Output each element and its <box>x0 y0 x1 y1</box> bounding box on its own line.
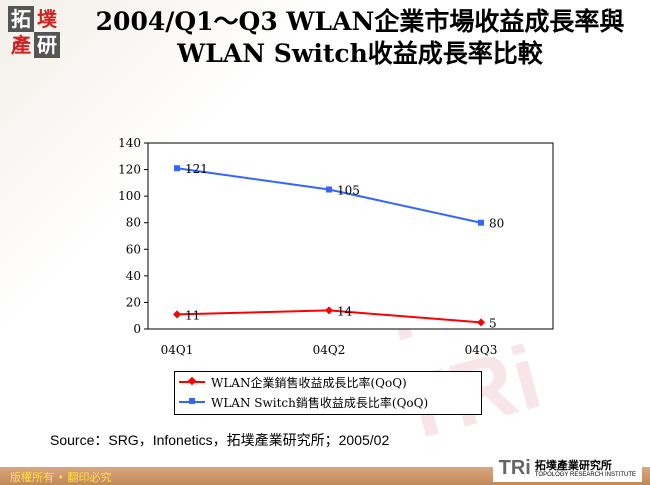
logo: 拓墣產研 <box>8 6 60 58</box>
logo-char: 研 <box>34 32 60 58</box>
org-name-en: TOPOLOGY RESEARCH INSTITUTE <box>534 471 636 478</box>
legend-swatch-red <box>179 376 205 386</box>
legend: WLAN企業銷售收益成長比率(QoQ) WLAN Switch銷售收益成長比率(… <box>174 371 482 415</box>
legend-item: WLAN Switch銷售收益成長比率(QoQ) <box>175 392 481 412</box>
x-tick-label: 04Q2 <box>313 343 346 357</box>
y-tick-label: 0 <box>133 322 141 336</box>
legend-label: WLAN Switch銷售收益成長比率(QoQ) <box>211 395 429 410</box>
title-line-1: 2004/Q1～Q3 WLAN企業市場收益成長率與 <box>95 7 625 36</box>
data-label: 121 <box>185 162 208 176</box>
title-line-2: WLAN Switch收益成長率比較 <box>177 39 543 68</box>
data-label: 5 <box>489 316 497 330</box>
data-point <box>478 219 484 226</box>
y-tick-label: 140 <box>118 136 141 150</box>
tri-logo: TRi 拓墣產業研究所 TOPOLOGY RESEARCH INSTITUTE <box>492 455 642 482</box>
data-point <box>174 165 180 172</box>
page-title: 2004/Q1～Q3 WLAN企業市場收益成長率與 WLAN Switch收益成… <box>70 6 650 70</box>
legend-item: WLAN企業銷售收益成長比率(QoQ) <box>175 372 481 392</box>
x-tick-label: 04Q3 <box>465 343 498 357</box>
legend-swatch-blue <box>179 398 205 404</box>
plot-area <box>147 142 554 330</box>
data-point <box>173 310 181 319</box>
copyright-text: 版權所有 • 翻印必究 <box>10 471 112 484</box>
y-tick-label: 40 <box>126 269 141 283</box>
y-tick-label: 20 <box>126 295 141 309</box>
y-tick-label: 120 <box>118 163 141 177</box>
logo-char: 拓 <box>8 6 34 32</box>
logo-char: 產 <box>11 33 31 57</box>
tri-abbr: TRi <box>498 457 531 479</box>
legend-label: WLAN企業銷售收益成長比率(QoQ) <box>211 375 407 390</box>
logo-char: 墣 <box>37 7 57 31</box>
data-label: 11 <box>185 308 200 322</box>
data-label: 80 <box>489 217 504 231</box>
y-tick-label: 80 <box>126 216 141 230</box>
data-point <box>477 318 485 327</box>
y-tick-label: 100 <box>118 189 141 203</box>
data-label: 105 <box>337 184 360 198</box>
source-note: Source：SRG，Infonetics，拓墣產業研究所；2005/02 <box>50 432 390 448</box>
x-tick-label: 04Q1 <box>161 343 194 357</box>
org-name: 拓墣產業研究所 <box>534 458 612 472</box>
data-point <box>325 306 333 315</box>
y-tick-label: 60 <box>126 242 141 256</box>
data-label: 14 <box>337 304 353 318</box>
footer-bar: 版權所有 • 翻印必究 <box>0 467 650 485</box>
data-point <box>326 186 332 193</box>
